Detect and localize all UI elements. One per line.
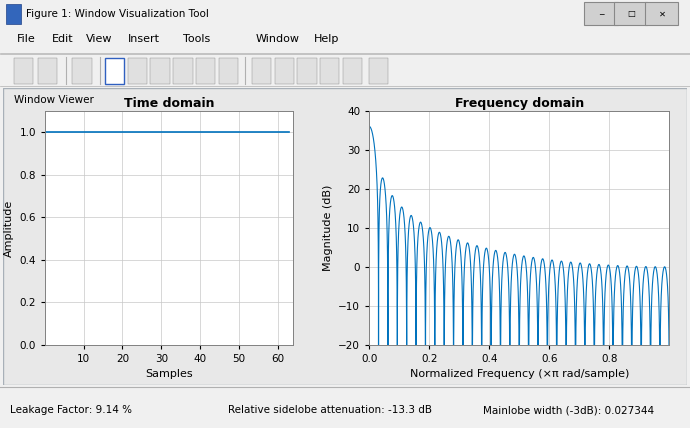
FancyBboxPatch shape: [6, 4, 21, 24]
Text: Relative sidelobe attenuation: -13.3 dB: Relative sidelobe attenuation: -13.3 dB: [228, 405, 432, 415]
X-axis label: Samples: Samples: [145, 369, 193, 379]
FancyBboxPatch shape: [584, 2, 618, 25]
FancyBboxPatch shape: [369, 58, 388, 83]
Y-axis label: Magnitude (dB): Magnitude (dB): [323, 185, 333, 271]
Title: Frequency domain: Frequency domain: [455, 97, 584, 110]
Text: Edit: Edit: [52, 34, 73, 45]
FancyBboxPatch shape: [128, 58, 147, 83]
FancyBboxPatch shape: [343, 58, 362, 83]
Title: Time domain: Time domain: [124, 97, 215, 110]
Text: ─: ─: [600, 9, 604, 18]
X-axis label: Normalized Frequency (×π rad/sample): Normalized Frequency (×π rad/sample): [410, 369, 629, 379]
FancyBboxPatch shape: [105, 58, 124, 83]
FancyBboxPatch shape: [275, 58, 294, 83]
FancyBboxPatch shape: [38, 58, 57, 83]
FancyBboxPatch shape: [320, 58, 339, 83]
Text: File: File: [17, 34, 36, 45]
FancyBboxPatch shape: [3, 88, 687, 385]
FancyBboxPatch shape: [173, 58, 193, 83]
FancyBboxPatch shape: [72, 58, 92, 83]
Text: Window Viewer: Window Viewer: [14, 95, 94, 105]
Text: Tools: Tools: [183, 34, 210, 45]
Text: Window: Window: [255, 34, 299, 45]
Text: ✕: ✕: [659, 9, 666, 18]
Text: Mainlobe width (-3dB): 0.027344: Mainlobe width (-3dB): 0.027344: [483, 405, 654, 415]
Text: Help: Help: [314, 34, 339, 45]
Text: □: □: [627, 9, 635, 18]
FancyBboxPatch shape: [150, 58, 170, 83]
FancyBboxPatch shape: [297, 58, 317, 83]
Text: Figure 1: Window Visualization Tool: Figure 1: Window Visualization Tool: [26, 9, 209, 19]
Text: View: View: [86, 34, 112, 45]
FancyBboxPatch shape: [645, 2, 678, 25]
Y-axis label: Amplitude: Amplitude: [3, 199, 14, 256]
FancyBboxPatch shape: [14, 58, 33, 83]
FancyBboxPatch shape: [614, 2, 647, 25]
FancyBboxPatch shape: [252, 58, 271, 83]
Text: Leakage Factor: 9.14 %: Leakage Factor: 9.14 %: [10, 405, 132, 415]
FancyBboxPatch shape: [219, 58, 238, 83]
Text: Insert: Insert: [128, 34, 159, 45]
FancyBboxPatch shape: [196, 58, 215, 83]
